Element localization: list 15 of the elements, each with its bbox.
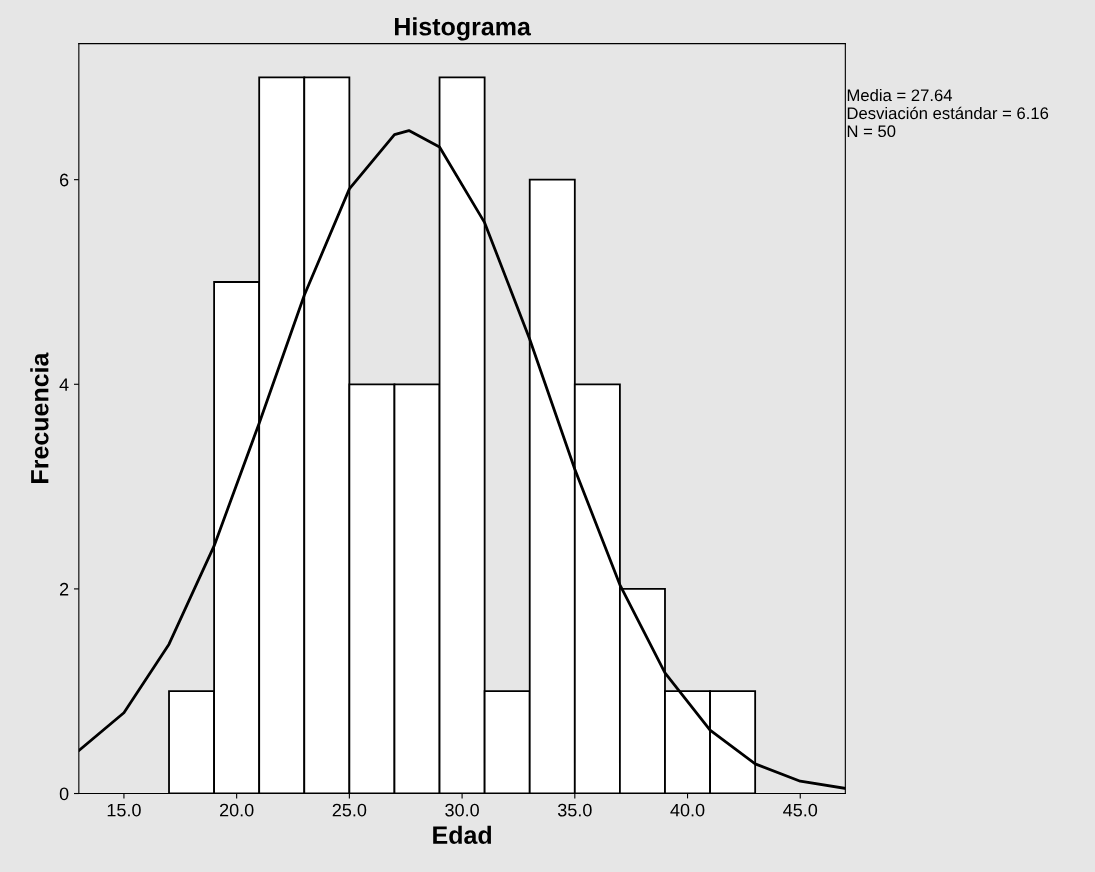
y-tick-label: 2 (59, 582, 69, 596)
x-tick-label: 20.0 (219, 803, 254, 817)
text: Media = 27.64 Desviación estándar = 6.16 N = 50 (847, 88, 1049, 138)
x-tick-label: 45.0 (783, 803, 818, 817)
y-tick-label: 6 (59, 173, 69, 187)
chart-title: Histograma (395, 17, 532, 41)
x-tick-label: 15.0 (107, 803, 141, 817)
x-tick-label: 25.0 (332, 803, 367, 817)
x-tick-label: 40.0 (670, 803, 705, 817)
y-axis-title: Frecuencia (30, 352, 49, 483)
x-tick-label: 30.0 (445, 803, 479, 817)
x-axis-title: Edad (433, 825, 492, 844)
y-tick-label: 4 (59, 378, 69, 391)
x-tick-label: 35.0 (557, 803, 592, 817)
y-tick-label: 0 (59, 787, 69, 801)
